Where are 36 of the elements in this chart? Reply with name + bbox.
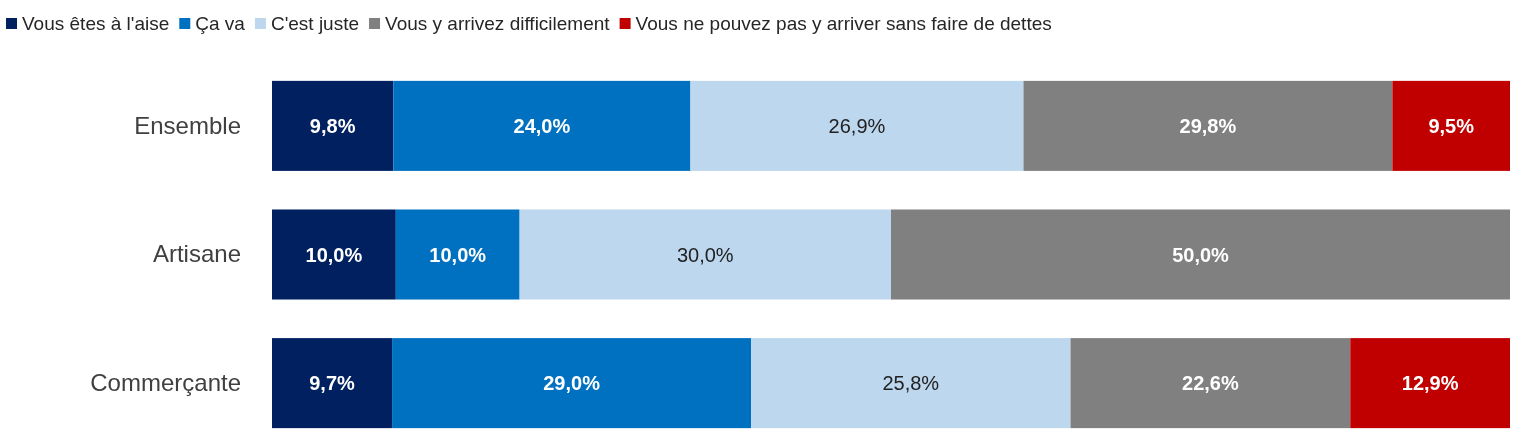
data-label: 9,7% [309,372,356,395]
data-label: 30,0% [676,243,734,266]
bar [272,80,394,171]
y-tick-label: Ensemble [134,111,241,139]
data-label: 9,5% [1428,114,1475,137]
bar [272,209,396,300]
legend-label: Vous êtes à l'aise [22,13,170,34]
data-label: 12,9% [1401,372,1459,395]
data-label: 9,8% [309,114,356,137]
data-label: 10,0% [305,243,363,266]
bar [1350,338,1510,429]
bar [891,209,1510,300]
bar [392,338,752,429]
bar [1023,80,1393,171]
data-label: 22,6% [1182,372,1239,395]
bar [1070,338,1351,429]
legend-label: Ça va [195,13,246,34]
data-label: 25,8% [882,372,940,395]
bar [519,209,891,300]
bar [272,338,393,429]
data-label: 26,9% [828,114,886,137]
y-tick-label: Commerçante [90,368,241,396]
data-label: 50,0% [1172,243,1230,266]
bar [690,80,1024,171]
y-tick-label: Artisane [152,240,241,268]
data-label: 24,0% [513,114,571,137]
legend-label: Vous ne pouvez pas y arriver sans faire de dettes [635,13,1052,34]
data-label: 29,8% [1179,114,1237,137]
data-label: 10,0% [429,243,487,266]
bar [1392,80,1510,171]
data-label: 29,0% [543,372,601,395]
bar [751,338,1071,429]
bar [395,209,520,300]
legend-label: Vous y arrivez difficilement [385,13,611,34]
bar [393,80,691,171]
legend-label: C'est juste [270,13,360,34]
